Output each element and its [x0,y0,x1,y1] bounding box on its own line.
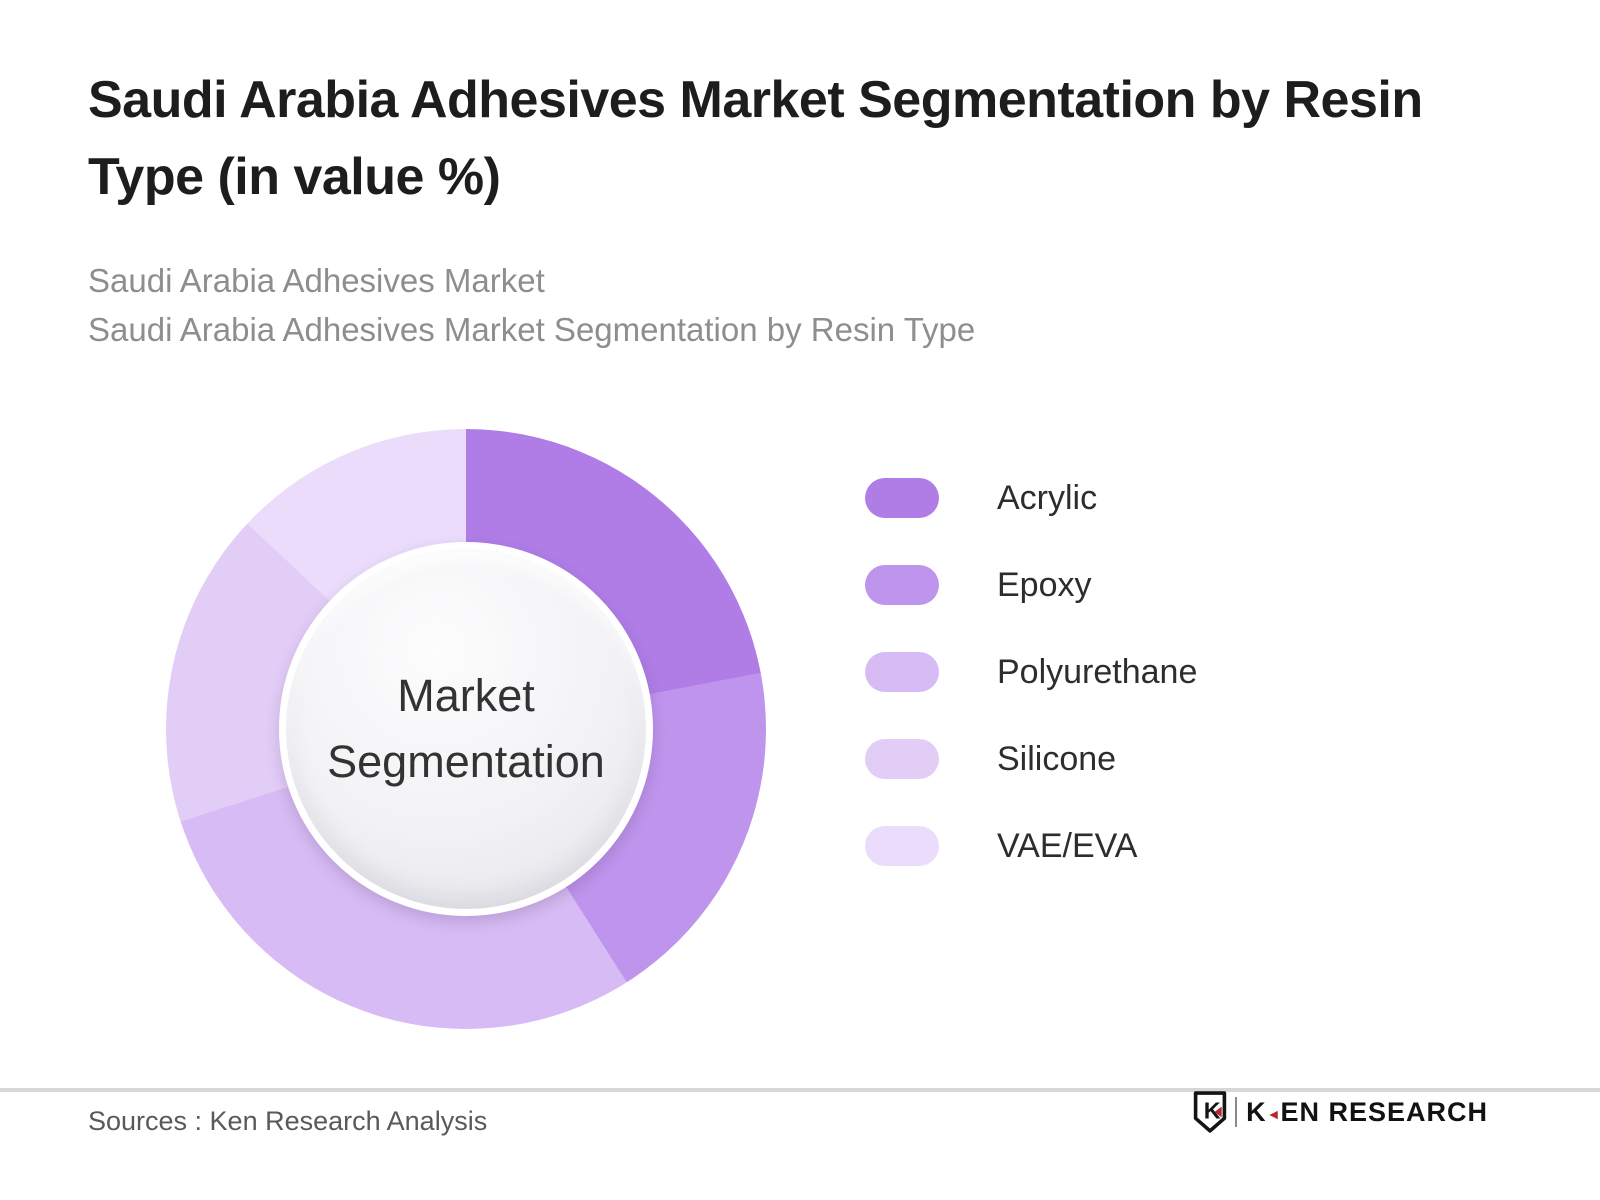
legend-item: Polyurethane [865,652,1197,692]
legend-label: VAE/EVA [997,826,1138,865]
logo-divider [1235,1097,1238,1127]
legend-swatch [865,565,939,605]
title-line-1: Saudi Arabia Adhesives Market Segmentati… [88,71,1423,129]
legend-label: Silicone [997,739,1117,778]
shield-letter: K [1204,1097,1221,1123]
ken-research-logo: K K◄EN RESEARCH [1192,1088,1488,1136]
legend-item: VAE/EVA [865,826,1197,866]
source-text: Sources : Ken Research Analysis [88,1106,488,1136]
donut-center-label: Market Segmentation [327,663,605,795]
legend-swatch [865,652,939,692]
title-line-2: Type (in value %) [88,148,501,206]
legend-label: Polyurethane [997,652,1198,691]
center-label-line-2: Segmentation [327,736,605,787]
footer-divider [0,1088,1600,1092]
center-label-line-1: Market [397,670,535,721]
ken-research-shield-icon: K [1193,1091,1227,1133]
legend-label: Epoxy [997,565,1092,604]
donut-center: Market Segmentation [279,542,653,916]
shield-arrow-icon [1214,1106,1222,1118]
donut-chart: Market Segmentation [166,429,766,1029]
legend-item: Epoxy [865,565,1197,605]
legend-swatch [865,739,939,779]
legend-label: Acrylic [997,478,1098,517]
legend-swatch [865,826,939,866]
brand-rest: EN RESEARCH [1280,1096,1488,1127]
brand-k: K [1246,1096,1267,1127]
legend: Acrylic Epoxy Polyurethane Silicone VAE/… [865,478,1197,913]
legend-swatch [865,478,939,518]
subtitle: Saudi Arabia Adhesives Market Saudi Arab… [88,256,975,354]
brand-arrow-icon: ◄ [1266,1105,1281,1122]
subtitle-line-2: Saudi Arabia Adhesives Market Segmentati… [88,311,976,348]
brand-name: K◄EN RESEARCH [1246,1097,1488,1128]
legend-item: Silicone [865,739,1197,779]
legend-item: Acrylic [865,478,1197,518]
subtitle-line-1: Saudi Arabia Adhesives Market [88,262,545,299]
page-title: Saudi Arabia Adhesives Market Segmentati… [88,62,1423,216]
